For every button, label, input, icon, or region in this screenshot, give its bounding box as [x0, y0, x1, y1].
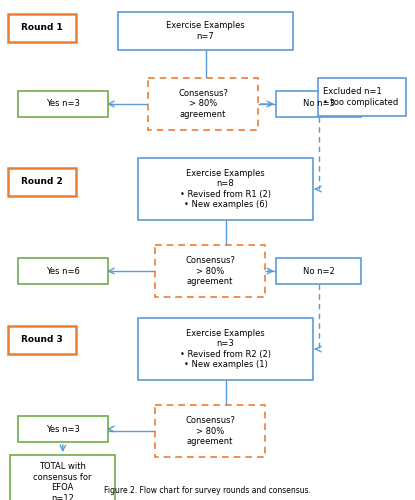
- Bar: [155, 405, 265, 457]
- Text: No n=2: No n=2: [303, 266, 334, 276]
- Text: Exercise Examples
n=3
• Revised from R2 (2)
• New examples (1): Exercise Examples n=3 • Revised from R2 …: [180, 329, 271, 369]
- Text: TOTAL with
consensus for
EFOA
n=12: TOTAL with consensus for EFOA n=12: [33, 462, 92, 500]
- Text: Yes n=3: Yes n=3: [46, 100, 80, 108]
- Bar: [8, 14, 76, 42]
- Text: Round 3: Round 3: [21, 336, 63, 344]
- Bar: [8, 326, 76, 354]
- Bar: [18, 91, 108, 117]
- Text: Yes n=3: Yes n=3: [46, 424, 80, 434]
- Bar: [18, 258, 108, 284]
- Bar: [10, 455, 115, 500]
- Bar: [138, 158, 313, 220]
- Bar: [155, 245, 265, 297]
- Text: Consensus?
> 80%
agreement: Consensus? > 80% agreement: [185, 256, 235, 286]
- Text: Figure 2. Flow chart for survey rounds and consensus.: Figure 2. Flow chart for survey rounds a…: [104, 486, 311, 495]
- Text: Consensus?
> 80%
agreement: Consensus? > 80% agreement: [178, 89, 228, 119]
- Text: No n=3: No n=3: [303, 100, 334, 108]
- Bar: [276, 91, 361, 117]
- Text: Yes n=6: Yes n=6: [46, 266, 80, 276]
- Bar: [18, 416, 108, 442]
- Text: Excluded n=1
• too complicated: Excluded n=1 • too complicated: [323, 88, 398, 106]
- Text: Exercise Examples
n=7: Exercise Examples n=7: [166, 22, 245, 40]
- Text: Round 2: Round 2: [21, 178, 63, 186]
- Text: Exercise Examples
n=8
• Revised from R1 (2)
• New examples (6): Exercise Examples n=8 • Revised from R1 …: [180, 169, 271, 209]
- Bar: [118, 12, 293, 50]
- Text: Round 1: Round 1: [21, 24, 63, 32]
- Bar: [8, 168, 76, 196]
- Bar: [276, 258, 361, 284]
- Bar: [148, 78, 258, 130]
- Bar: [138, 318, 313, 380]
- Bar: [318, 78, 406, 116]
- Text: Consensus?
> 80%
agreement: Consensus? > 80% agreement: [185, 416, 235, 446]
